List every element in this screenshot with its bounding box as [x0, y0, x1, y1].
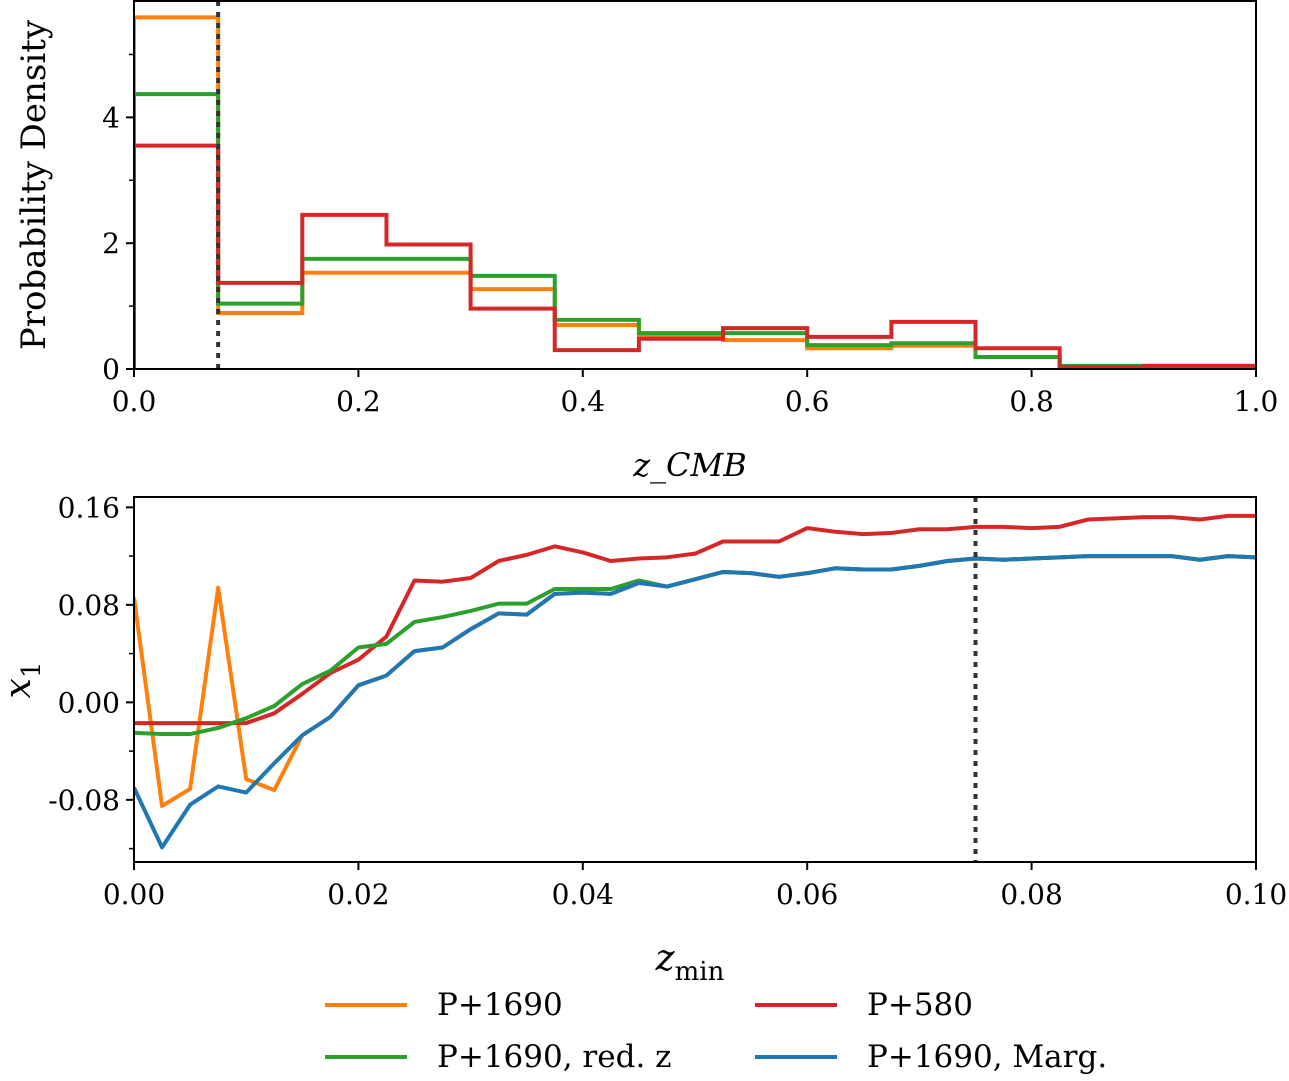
line-p-580: [134, 513, 1256, 726]
legend-item: P+580: [755, 985, 1145, 1025]
legend-swatch: [755, 1055, 837, 1059]
x-tick-label-top: 0.2: [336, 385, 381, 418]
legend-item: P+1690: [325, 985, 755, 1025]
legend-swatch: [755, 1003, 837, 1007]
x-tick-label-top: 0.8: [1009, 385, 1054, 418]
legend-label: P+1690, red. z: [437, 1039, 672, 1075]
legend: P+1690 P+580 P+1690, red. z P+1690, Marg…: [325, 985, 1145, 1077]
histogram-p-1690: [134, 15, 1256, 369]
y-tick-label-bottom: 0.16: [58, 491, 120, 524]
axes-frame-bottom: [133, 496, 1257, 863]
x-tick-label-bottom: 0.08: [1000, 878, 1062, 911]
x-tick-label-top: 0.4: [561, 385, 606, 418]
legend-swatch: [325, 1055, 407, 1059]
line-p-1690: [134, 554, 1256, 808]
y-axis-label-bottom-text: x1: [0, 662, 47, 699]
x-tick-label-bottom: 0.04: [552, 878, 614, 911]
x-tick-label-bottom: 0.00: [103, 878, 165, 911]
legend-label: P+1690: [437, 987, 563, 1023]
y-tick-label-bottom: -0.08: [48, 784, 120, 817]
legend-label: P+1690, Marg.: [867, 1039, 1108, 1075]
x-tick-label-bottom: 0.06: [776, 878, 838, 911]
line-series-group: [134, 513, 1256, 850]
legend-label: P+580: [867, 987, 974, 1023]
y-axis-label-top: Probability Density: [14, 19, 54, 350]
chart-svg: 0.0 0.2 0.4 0.6 0.8 1.0 0 2 4 Probability Density…: [0, 0, 1287, 987]
legend-item: P+1690, Marg.: [755, 1037, 1145, 1077]
y-axis-label-bottom: x1: [0, 662, 47, 699]
histogram-series-group: [134, 15, 1256, 369]
line-p-1690-red-z: [134, 554, 1256, 737]
x-tick-label-top: 0.0: [112, 385, 157, 418]
x-tick-label-bottom: 0.10: [1225, 878, 1287, 911]
histogram-p-580: [134, 143, 1256, 369]
y-tick-label-top: 2: [102, 227, 120, 260]
x-axis-label-bottom: zmin: [655, 938, 725, 987]
y-tick-label-top: 0: [102, 353, 120, 386]
legend-swatch: [325, 1003, 407, 1007]
axes-frame-top: [133, 0, 1257, 370]
y-tick-label-top: 4: [102, 101, 120, 134]
x-tick-label-bottom: 0.02: [327, 878, 389, 911]
legend-item: P+1690, red. z: [325, 1037, 755, 1077]
x-axis-label-bottom-text: zmin: [655, 938, 725, 980]
x-tick-label-top: 1.0: [1234, 385, 1279, 418]
y-tick-label-bottom: 0.00: [58, 686, 120, 719]
line-p-1690-marg-: [134, 554, 1256, 850]
y-tick-label-bottom: 0.08: [58, 589, 120, 622]
x-axis-label-top: z_CMB: [633, 446, 747, 484]
x-tick-label-top: 0.6: [785, 385, 830, 418]
